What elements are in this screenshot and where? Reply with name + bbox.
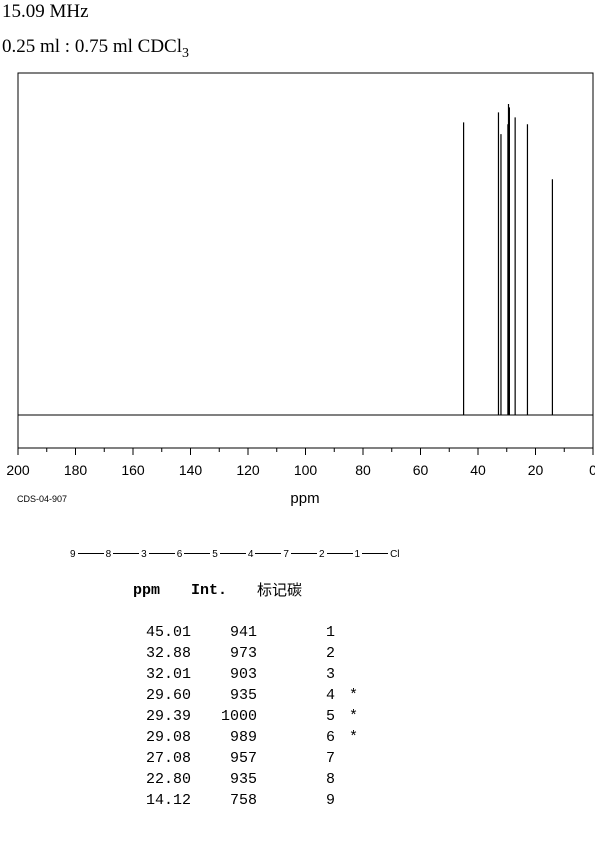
plot-frame (17, 72, 594, 449)
structure-atom: 4 (247, 549, 254, 560)
cell-ppm: 27.08 (145, 750, 191, 767)
table-row: 27.08 957 7 (133, 748, 389, 769)
cell-mark (335, 769, 389, 790)
cell-intensity: 957 (229, 750, 257, 767)
structure-atom: Cl (390, 549, 400, 560)
x-tick-label-80: 80 (355, 462, 371, 478)
peak-table: ppm Int. 标记碳 45.01 941 1 32.88 973 2 32.01 903 3… (133, 580, 389, 811)
x-axis-ticks (17, 448, 594, 455)
cell-mark (335, 664, 389, 685)
structure-bond (219, 552, 246, 554)
header-gap (133, 601, 389, 622)
x-tick-label-60: 60 (413, 462, 429, 478)
cell-mark (335, 643, 389, 664)
sample-code: CDS-04-907 (17, 494, 68, 504)
cell-mark (335, 748, 389, 769)
x-tick-label-180: 180 (64, 462, 88, 478)
cell-carbon-number: 7 (325, 750, 335, 767)
cell-ppm: 14.12 (145, 792, 191, 809)
table-row: 45.01 941 1 (133, 622, 389, 643)
header-assignment: 标记碳 (257, 581, 303, 599)
x-tick-label-100: 100 (294, 462, 318, 478)
x-tick-label-200: 200 (6, 462, 30, 478)
table-row: 22.80 935 8 (133, 769, 389, 790)
cell-intensity: 973 (229, 645, 257, 662)
structure-bond (77, 552, 104, 554)
structure-bond (326, 552, 353, 554)
x-axis-label: ppm (290, 490, 319, 507)
cell-mark: * (349, 687, 359, 704)
structure-bond (362, 552, 389, 554)
cell-carbon-number: 9 (325, 792, 335, 809)
cell-ppm: 32.01 (145, 666, 191, 683)
cell-intensity: 935 (229, 771, 257, 788)
structure-atom: 8 (105, 549, 112, 560)
cell-carbon-number: 2 (325, 645, 335, 662)
nmr-spectrum-chart: 200 180 160 140 120 100 80 60 40 20 0 ppm (6, 72, 595, 507)
table-row: 29.60 935 4 * (133, 685, 389, 706)
structure-atom: 7 (283, 549, 289, 560)
structure-atom: 6 (176, 549, 183, 560)
cell-carbon-number: 3 (325, 666, 335, 683)
x-tick-label-20: 20 (528, 462, 544, 478)
structure-bond (290, 552, 317, 554)
cell-carbon-number: 4 (325, 687, 335, 704)
spectrometer-frequency: 15.09 MHz (2, 1, 89, 22)
peaks (462, 104, 554, 415)
cell-mark (335, 622, 389, 643)
structure-bond (184, 552, 211, 554)
solvent-info: 0.25 ml : 0.75 ml CDCl3 (2, 37, 189, 61)
cell-mark (335, 790, 389, 811)
header-ppm: ppm (133, 582, 161, 599)
peak-rows: 45.01 941 1 32.88 973 2 32.01 903 3 29.60 935 4 * 29.… (133, 622, 389, 811)
cell-ppm: 22.80 (145, 771, 191, 788)
x-tick-label-40: 40 (470, 462, 486, 478)
cell-carbon-number: 6 (325, 729, 335, 746)
cell-intensity: 935 (229, 687, 257, 704)
table-row: 29.08 989 6 * (133, 727, 389, 748)
cell-ppm: 29.60 (145, 687, 191, 704)
cell-mark: * (349, 708, 359, 725)
x-tick-label-120: 120 (236, 462, 260, 478)
solvent-text: 0.25 ml : 0.75 ml CDCl (2, 36, 182, 57)
header-spacer (335, 580, 389, 601)
structure-atom: 3 (141, 549, 147, 560)
cell-ppm: 29.08 (145, 729, 191, 746)
structure-diagram: 9 8 3 6 5 4 7 2 1 Cl (70, 549, 400, 560)
cell-intensity: 1000 (220, 708, 257, 725)
x-axis-tick-labels: 200 180 160 140 120 100 80 60 40 20 0 (6, 462, 595, 478)
structure-atom: 5 (212, 549, 218, 560)
cell-carbon-number: 8 (325, 771, 335, 788)
x-tick-label-140: 140 (179, 462, 203, 478)
structure-bond (113, 552, 140, 554)
x-tick-label-160: 160 (121, 462, 145, 478)
header-intensity: Int. (191, 582, 228, 599)
cell-intensity: 758 (229, 792, 257, 809)
table-header-row: ppm Int. 标记碳 (133, 580, 389, 601)
structure-atom: 1 (354, 549, 361, 560)
structure-atom: 9 (70, 549, 76, 560)
cell-mark: * (349, 729, 359, 746)
table-row: 14.12 758 9 (133, 790, 389, 811)
table-row: 32.01 903 3 (133, 664, 389, 685)
cell-intensity: 903 (229, 666, 257, 683)
cell-intensity: 941 (229, 624, 257, 641)
structure-bond (255, 552, 282, 554)
structure-atom: 2 (318, 549, 325, 560)
structure-bond (148, 552, 175, 554)
cell-carbon-number: 1 (325, 624, 335, 641)
cell-intensity: 989 (229, 729, 257, 746)
x-tick-label-0: 0 (589, 462, 595, 478)
cell-ppm: 29.39 (145, 708, 191, 725)
solvent-subscript: 3 (182, 45, 189, 61)
cell-carbon-number: 5 (325, 708, 335, 725)
table-row: 32.88 973 2 (133, 643, 389, 664)
table-row: 29.39 1000 5 * (133, 706, 389, 727)
cell-ppm: 45.01 (145, 624, 191, 641)
cell-ppm: 32.88 (145, 645, 191, 662)
